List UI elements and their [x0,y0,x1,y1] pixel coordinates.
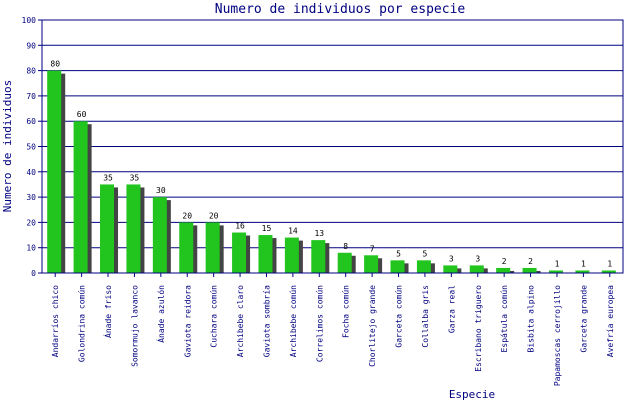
bar [364,255,379,273]
x-tick-label: Bisbita alpino [527,285,536,353]
bar [152,197,167,273]
x-tick-label: Garza real [447,285,456,333]
x-tick-label: Correlimos común [315,285,324,362]
data-label: 2 [528,257,533,266]
data-label: 15 [262,224,272,233]
x-tick-label: Escribano triguero [474,285,483,372]
x-tick-label: Papamoscas cerrojillo [553,285,562,386]
y-tick-label: 100 [22,16,37,25]
x-tick-label: Archibebe común [289,285,298,357]
y-tick-label: 10 [26,244,36,253]
bar [601,270,616,273]
bar [311,240,326,273]
bar [390,260,405,273]
bar [469,265,484,273]
bar [100,184,115,273]
data-label: 14 [288,227,298,236]
bar [496,267,511,273]
y-tick-label: 80 [26,67,36,76]
x-tick-label: Archibebe claro [236,285,245,357]
x-tick-label: Gaviota sombría [262,285,271,357]
y-tick-label: 90 [26,41,36,50]
data-labels: 80 60 35 35 30 20 20 16 15 14 13 8 7 5 5 3 3 2 2 1 1 1 [50,60,612,269]
x-tick-label: Collalba gris [421,285,430,348]
data-label: 35 [130,173,140,182]
data-label: 20 [209,211,219,220]
x-tick-label: Somormujo lavanco [130,285,139,367]
y-axis-label: Numero de individuos [1,80,14,212]
bar [416,260,431,273]
x-tick-labels: Andarríos chico Golondrina común Ánade fri… [51,273,615,386]
data-label: 13 [314,229,324,238]
x-tick-label: Chorlitejo grande [368,285,377,367]
data-label: 20 [182,211,192,220]
x-tick-label: Garceta grande [579,285,588,353]
x-tick-label: Golondrina común [78,285,87,362]
bar [126,184,141,273]
bar [548,270,563,273]
data-label: 8 [343,242,348,251]
y-tick-label: 50 [26,143,36,152]
data-label: 2 [502,257,507,266]
x-tick-label: Andarríos chico [51,285,60,357]
data-label: 3 [475,254,480,263]
x-tick-label: Garceta común [395,285,404,348]
y-tick-label: 30 [26,193,36,202]
y-tick-label: 20 [26,218,36,227]
data-label: 5 [423,249,428,258]
x-tick-label: Gaviota reidora [183,285,192,357]
data-label: 7 [370,244,375,253]
bar [47,70,62,273]
bars [47,70,616,273]
x-tick-label: Ánade azulón [155,285,166,343]
x-tick-label: Avefría europea [606,285,615,357]
data-label: 1 [607,259,612,268]
bar [284,237,299,273]
x-tick-label: Ánade friso [102,285,113,338]
data-label: 5 [396,249,401,258]
bar [179,222,194,273]
data-label: 3 [449,254,454,263]
x-tick-label: Espátula común [500,285,509,353]
bar [337,252,352,273]
bar [205,222,220,273]
y-tick-label: 60 [26,117,36,126]
x-axis-label: Especie [449,388,495,400]
x-tick-label: Cuchara común [210,285,219,348]
x-tick-label: Focha común [342,285,351,338]
bar [522,267,537,273]
data-label: 1 [555,259,560,268]
bar [575,270,590,273]
bar [443,265,458,273]
data-label: 60 [77,110,87,119]
data-label: 16 [235,222,245,231]
data-label: 30 [156,186,166,195]
chart-title: Numero de individuos por especie [215,2,466,17]
bar [73,121,88,273]
bar [232,232,247,273]
y-tick-labels: 0 10 20 30 40 50 60 70 80 90 100 [22,16,42,278]
data-label: 1 [581,259,586,268]
data-label: 35 [103,173,113,182]
bar [258,235,273,273]
y-tick-label: 70 [26,92,36,101]
y-tick-label: 0 [31,269,36,278]
data-label: 80 [50,60,60,69]
y-tick-label: 40 [26,168,36,177]
